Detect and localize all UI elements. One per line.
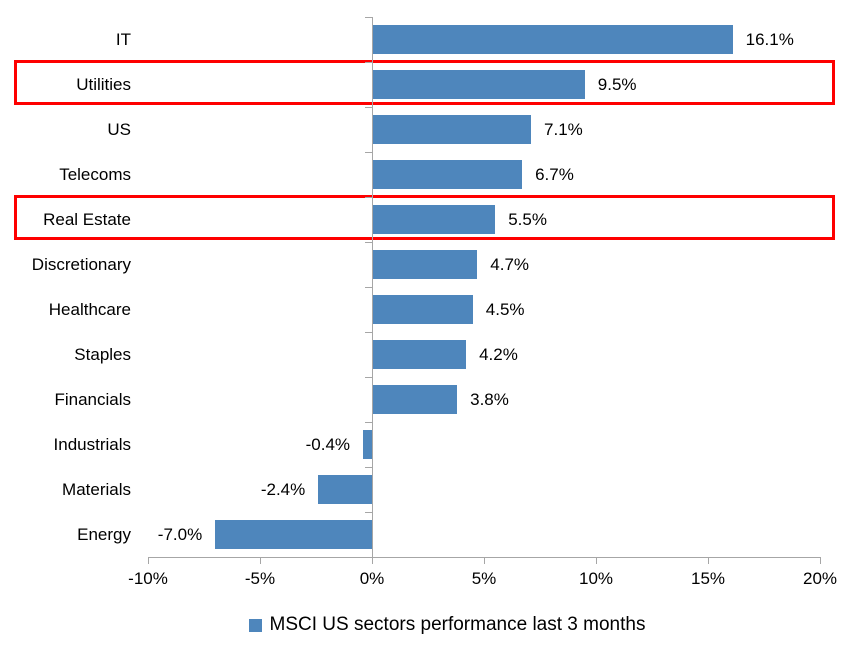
bar [372,25,733,54]
x-axis-tick-label: 15% [690,569,726,588]
category-label: Financials [54,389,131,409]
category-axis-tick [365,107,372,108]
bar [372,205,496,234]
bar [372,70,585,99]
legend-swatch-icon [248,618,262,632]
category-label: Staples [74,344,131,364]
category-axis-tick [365,152,372,153]
category-label: Real Estate [43,209,131,229]
category-axis-tick [365,422,372,423]
legend: MSCI US sectors performance last 3 month… [0,612,852,638]
bar [372,160,523,189]
category-axis-tick [365,197,372,198]
value-label: 4.2% [479,344,518,364]
value-label: -2.4% [260,479,306,499]
value-label: 5.5% [508,209,547,229]
category-axis-tick [365,242,372,243]
value-label: 4.7% [490,254,530,274]
x-axis-tick [372,557,373,564]
highlight-box-real-estate [14,195,835,240]
value-label: 16.1% [745,29,794,49]
bar [215,520,372,549]
x-axis-tick [708,557,709,564]
category-label: Healthcare [48,299,131,319]
bar [318,475,372,504]
x-axis-tick [260,557,261,564]
x-axis-tick [596,557,597,564]
x-axis-tick-label: -5% [244,569,276,588]
category-label: Energy [77,524,131,544]
x-axis-tick-label: 20% [802,569,838,588]
category-axis-line [372,17,373,564]
x-axis-tick [148,557,149,564]
highlight-box-utilities [14,60,835,105]
category-axis-tick [365,17,372,18]
category-axis-tick [365,377,372,378]
value-label: 6.7% [535,164,574,184]
category-label: Materials [62,479,131,499]
x-axis-tick [484,557,485,564]
category-label: IT [115,29,131,49]
value-label: 7.1% [544,119,583,139]
value-label: 3.8% [470,389,509,409]
bar [372,115,532,144]
category-axis-tick [365,512,372,513]
category-label: Industrials [53,434,131,454]
bar [372,385,458,414]
category-label: Telecoms [59,164,131,184]
x-axis-tick-label: 10% [578,569,614,588]
x-axis-tick-label: 5% [471,569,497,588]
bar [372,250,478,279]
category-axis-tick [365,332,372,333]
x-axis-tick [820,557,821,564]
value-label: -0.4% [305,434,351,454]
bar [372,295,473,324]
category-axis-tick [365,557,372,558]
value-label: 9.5% [597,74,637,94]
bar [372,340,467,369]
category-axis-tick [365,62,372,63]
category-axis-tick [365,467,372,468]
legend-label: MSCI US sectors performance last 3 month… [269,614,646,635]
category-label: Utilities [76,74,131,94]
category-label: Discretionary [31,254,131,274]
category-label: US [107,119,131,139]
x-axis-tick-label: 0% [359,569,385,588]
x-axis-tick-label: -10% [128,569,168,588]
value-label: -7.0% [157,524,203,544]
bar [363,430,372,459]
category-axis-tick [365,287,372,288]
value-label: 4.5% [485,299,525,319]
